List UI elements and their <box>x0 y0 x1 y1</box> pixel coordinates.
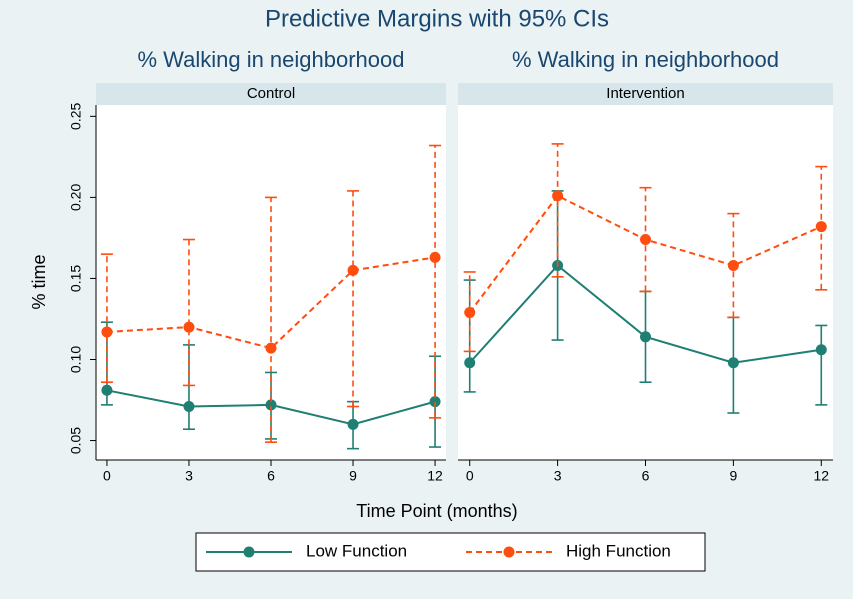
panel-label: Intervention <box>606 85 684 102</box>
x-tick-label: 0 <box>466 468 474 484</box>
x-tick-label: 3 <box>185 468 193 484</box>
plot-area <box>458 105 833 460</box>
point <box>640 234 651 246</box>
y-tick-label: 0.15 <box>68 265 84 292</box>
y-tick-label: 0.10 <box>68 346 84 373</box>
legend-box <box>195 532 706 572</box>
series-line <box>106 256 436 350</box>
x-tick-label: 9 <box>349 468 357 484</box>
point <box>552 190 564 202</box>
x-tick-label: 0 <box>103 468 111 484</box>
x-tick-label: 6 <box>642 468 650 484</box>
legend-marker <box>243 546 255 558</box>
x-tick-label: 6 <box>267 468 275 484</box>
x-axis-label: Time Point (months) <box>356 501 517 521</box>
point <box>265 342 277 354</box>
point <box>183 321 195 333</box>
x-tick-label: 9 <box>729 468 737 484</box>
panel-header <box>458 83 833 105</box>
point <box>101 384 113 396</box>
point <box>727 357 739 369</box>
point <box>727 259 739 271</box>
y-tick-label: 0.20 <box>68 184 84 211</box>
point <box>347 418 359 430</box>
point <box>640 331 651 343</box>
point <box>347 264 359 276</box>
point <box>815 221 827 233</box>
point <box>265 399 277 411</box>
panel-label: Control <box>247 85 295 102</box>
x-tick-label: 12 <box>427 468 443 484</box>
panel-header <box>96 83 446 105</box>
x-tick-label: 12 <box>813 468 829 484</box>
legend-label: Low Function <box>306 541 407 560</box>
panel-title: % Walking in neighborhood <box>137 47 404 72</box>
x-tick-label: 3 <box>554 468 562 484</box>
chart-title: Predictive Margins with 95% CIs <box>265 5 609 32</box>
point <box>464 357 476 369</box>
point <box>815 344 827 356</box>
y-axis-label: % time <box>29 254 49 309</box>
y-tick-label: 0.25 <box>68 103 84 130</box>
point <box>429 251 441 263</box>
point <box>464 306 476 318</box>
legend-marker <box>503 546 515 558</box>
point <box>101 326 113 338</box>
y-tick-label: 0.05 <box>68 427 84 454</box>
legend-label: High Function <box>566 541 671 560</box>
panel-title: % Walking in neighborhood <box>512 47 779 72</box>
point <box>183 401 195 413</box>
point <box>429 396 441 408</box>
